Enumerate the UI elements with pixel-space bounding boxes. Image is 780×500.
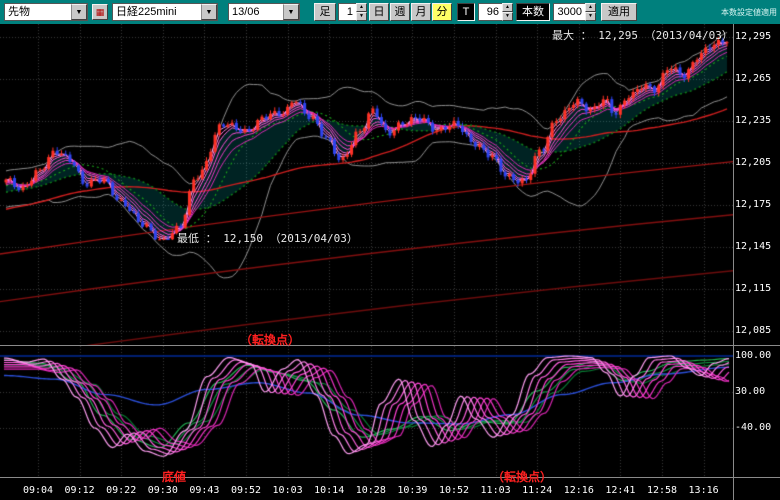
time-axis: 09:04 09:12 09:22 09:30 09:43 09:52 10:03 10:14… xyxy=(0,478,733,500)
time-axis-label: 11:03 xyxy=(480,485,511,496)
time-axis-label: 10:52 xyxy=(438,485,470,496)
oscillator-axis-label: 30.00 xyxy=(735,386,766,397)
chevron-down-icon: ▼ xyxy=(201,4,217,20)
bottom-value-annotation: 底値 xyxy=(162,470,187,484)
oscillator-canvas[interactable] xyxy=(0,346,733,478)
count-spinner[interactable]: 3000 ▲ ▼ xyxy=(553,3,596,21)
axis-separator xyxy=(733,24,734,500)
time-axis-label: 09:43 xyxy=(189,485,220,496)
time-axis-label: 12:58 xyxy=(646,485,678,496)
symbol-list-icon[interactable]: ▦ xyxy=(92,4,108,20)
contract-month-select[interactable]: 13/06 ▼ xyxy=(228,3,300,21)
chevron-down-icon: ▼ xyxy=(71,4,87,20)
apply-button[interactable]: 適用 xyxy=(601,3,637,21)
time-axis-label: 09:12 xyxy=(64,485,95,496)
time-axis-label: 09:22 xyxy=(106,485,137,496)
price-chart-canvas[interactable] xyxy=(0,24,733,346)
spinner-arrows: ▲ ▼ xyxy=(585,3,596,21)
toolbar: 先物 ▼ ▦ 日経225mini ▼ 13/06 ▼ 足 1 ▲ ▼ 日 週 月… xyxy=(0,0,780,24)
time-axis-label: 09:52 xyxy=(230,485,262,496)
spin-up-icon[interactable]: ▲ xyxy=(585,3,596,12)
bar-type-button[interactable]: 足 xyxy=(314,3,336,21)
turning-point-top-annotation: （転換点） xyxy=(240,333,301,347)
turning-point-bottom-annotation: （転換点） xyxy=(492,470,553,484)
time-axis-label: 12:41 xyxy=(605,485,636,496)
time-axis-label: 10:14 xyxy=(314,485,345,496)
price-axis-label: 12,295 xyxy=(735,31,772,42)
period-minute-button[interactable]: 分 xyxy=(432,3,452,21)
min-price-annotation: 最低 ： 12,150 （2013/04/03） xyxy=(177,232,358,245)
time-axis-label: 11:24 xyxy=(522,485,553,496)
spin-down-icon[interactable]: ▼ xyxy=(356,12,367,21)
spin-down-icon[interactable]: ▼ xyxy=(585,12,596,21)
tick-button[interactable]: T xyxy=(457,3,475,21)
price-axis-label: 12,175 xyxy=(735,199,772,210)
time-axis-label: 10:28 xyxy=(355,485,386,496)
time-axis-divider xyxy=(0,477,780,478)
oscillator-axis-label: -40.00 xyxy=(735,422,772,433)
symbol-select-value: 日経225mini xyxy=(116,6,177,18)
time-axis-label: 10:39 xyxy=(397,485,428,496)
time-axis-label: 12:16 xyxy=(563,485,594,496)
price-axis-label: 12,265 xyxy=(735,73,772,84)
period-day-button[interactable]: 日 xyxy=(369,3,389,21)
price-axis: 12,295 12,265 12,235 12,205 12,175 12,145 12,1… xyxy=(735,24,780,346)
spinner-arrows: ▲ ▼ xyxy=(502,3,513,21)
period-week-button[interactable]: 週 xyxy=(390,3,410,21)
bars-spinner[interactable]: 96 ▲ ▼ xyxy=(478,3,513,21)
minute-count-spinner[interactable]: 1 ▲ ▼ xyxy=(338,3,367,21)
time-axis-label: 10:03 xyxy=(272,485,303,496)
oscillator-axis-label: 100.00 xyxy=(735,350,772,361)
bars-input[interactable]: 96 xyxy=(478,3,502,21)
time-axis-label: 09:04 xyxy=(22,485,54,496)
spin-down-icon[interactable]: ▼ xyxy=(502,12,513,21)
category-select[interactable]: 先物 ▼ xyxy=(4,3,88,21)
spin-up-icon[interactable]: ▲ xyxy=(502,3,513,12)
oscillator-axis: 100.00 30.00 -40.00 xyxy=(735,346,780,477)
price-axis-label: 12,145 xyxy=(735,241,772,252)
spin-up-icon[interactable]: ▲ xyxy=(356,3,367,12)
max-price-annotation: 最大 ： 12,295 （2013/04/03） xyxy=(552,29,733,42)
corner-note: 本数設定値適用 xyxy=(721,8,777,17)
panel-divider xyxy=(0,345,780,346)
contract-month-value: 13/06 xyxy=(232,6,260,18)
price-axis-label: 12,235 xyxy=(735,115,772,126)
minute-count-input[interactable]: 1 xyxy=(338,3,356,21)
price-axis-label: 12,205 xyxy=(735,157,772,168)
count-input[interactable]: 3000 xyxy=(553,3,585,21)
category-select-value: 先物 xyxy=(8,6,30,18)
count-mode-button[interactable]: 本数 xyxy=(516,3,550,21)
spinner-arrows: ▲ ▼ xyxy=(356,3,367,21)
time-axis-label: 13:16 xyxy=(688,485,719,496)
price-axis-label: 12,115 xyxy=(735,283,772,294)
symbol-select[interactable]: 日経225mini ▼ xyxy=(112,3,218,21)
price-axis-label: 12,085 xyxy=(735,325,772,336)
period-month-button[interactable]: 月 xyxy=(411,3,431,21)
chevron-down-icon: ▼ xyxy=(283,4,299,20)
time-axis-label: 09:30 xyxy=(147,485,178,496)
